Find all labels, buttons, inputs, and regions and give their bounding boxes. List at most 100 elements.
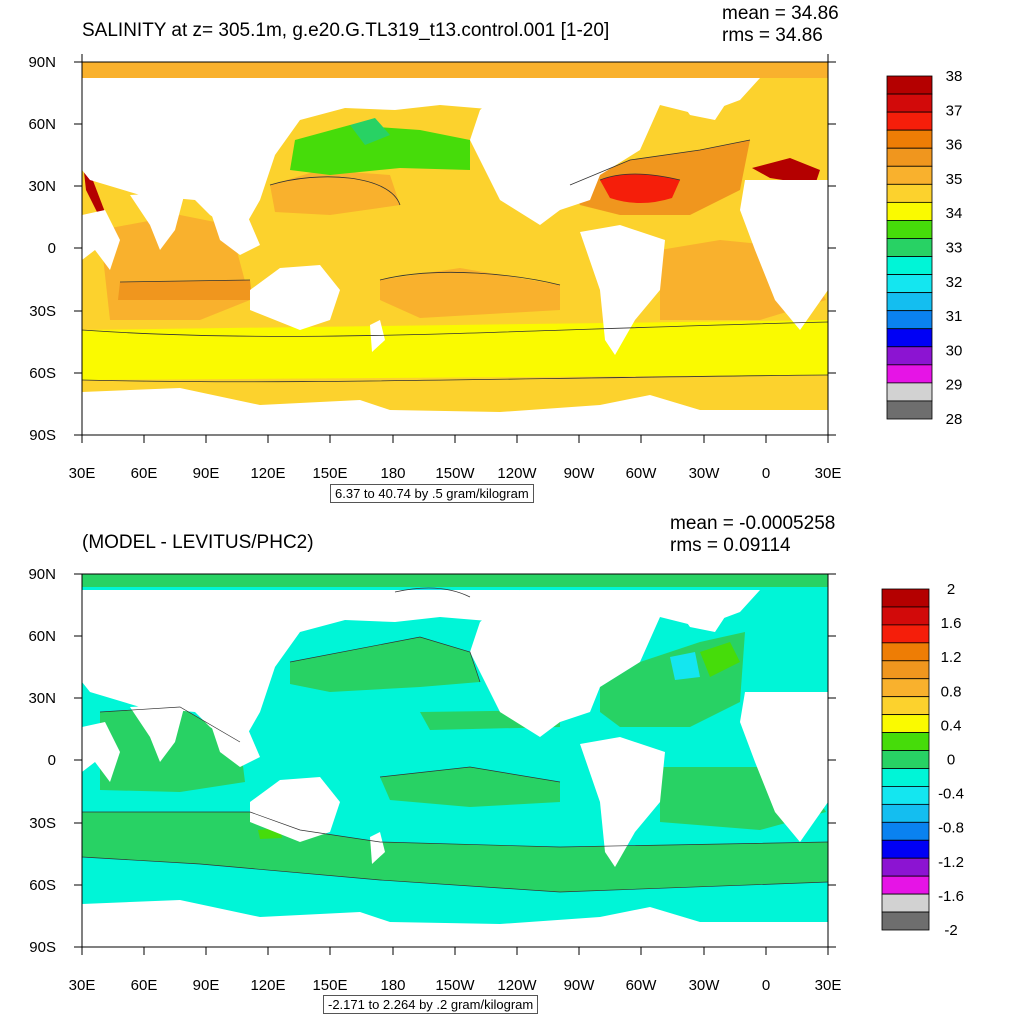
colorbar-swatch — [886, 147, 933, 167]
y-tick-label: 90N — [28, 54, 56, 71]
y-tick-label: 90N — [28, 566, 56, 583]
x-axis — [81, 947, 829, 955]
south-america — [580, 737, 665, 867]
mean-value: mean = -0.0005258 — [670, 513, 836, 534]
y-tick-label: 30S — [29, 815, 56, 832]
colorbar-swatch — [886, 346, 933, 366]
x-tick-label: 30E — [69, 977, 96, 994]
colorbar-label: 35 — [946, 171, 963, 188]
y-tick-label: 90S — [29, 427, 56, 444]
colorbar-swatch — [881, 732, 930, 751]
antarctica — [82, 900, 828, 947]
difference-map: 30E 60E 90E 120E 150E 180 150W 120W 90W … — [28, 566, 964, 994]
x-tick-label: 0 — [762, 465, 770, 482]
colorbar-label: -2 — [944, 922, 957, 939]
colorbar-swatch — [886, 274, 933, 294]
colorbar-label: 30 — [946, 342, 963, 359]
africa — [82, 722, 120, 782]
rms-value: rms = 34.86 — [722, 25, 823, 46]
colorbar-label: 1.6 — [941, 615, 962, 632]
x-tick-label: 150E — [312, 977, 347, 994]
colorbar-swatch — [881, 606, 930, 626]
colorbar-label: 0 — [947, 752, 955, 769]
new-zealand — [370, 320, 385, 352]
mediterranean-sea — [752, 158, 820, 185]
colorbar-swatch — [881, 624, 930, 644]
colorbar-swatch — [881, 750, 930, 769]
colorbar-label: 1.2 — [941, 649, 962, 666]
se-asia — [210, 210, 260, 255]
colorbar-swatch — [881, 821, 930, 841]
colorbar-swatch — [886, 310, 933, 330]
colorbar-label: 33 — [946, 240, 963, 257]
x-tick-label: 180 — [380, 977, 405, 994]
colorbar-swatch — [886, 238, 933, 257]
x-tick-label: 60W — [626, 977, 658, 994]
colorbar-swatch — [881, 803, 930, 823]
colorbar-swatch — [886, 201, 933, 221]
y-axis — [74, 573, 836, 948]
colorbar-swatch — [886, 256, 933, 275]
colorbar-swatch — [881, 893, 930, 913]
x-tick-label: 60E — [131, 977, 158, 994]
x-tick-label: 60E — [131, 465, 158, 482]
colorbar-swatch — [886, 328, 933, 348]
colorbar-swatch — [886, 111, 933, 131]
antarctica — [82, 388, 828, 435]
eurasia — [82, 590, 520, 747]
y-tick-label: 0 — [48, 240, 56, 257]
arctic-band — [82, 62, 828, 78]
colorbar-label: 32 — [946, 274, 963, 291]
new-zealand — [370, 832, 385, 864]
africa-east — [740, 692, 828, 842]
mean-value: mean = 34.86 — [722, 3, 839, 24]
colorbar-label: 28 — [946, 411, 963, 428]
contour-range-label: -2.171 to 2.264 by .2 gram/kilogram — [323, 995, 539, 1014]
panel-title: SALINITY at z= 305.1m, g.e20.G.TL319_t13… — [82, 20, 610, 41]
x-tick-label: 60W — [626, 465, 658, 482]
y-axis — [74, 61, 836, 436]
colorbar-label: -1.6 — [938, 888, 964, 905]
y-tick-label: 30N — [28, 178, 56, 195]
india — [130, 192, 185, 250]
contour-lines — [81, 139, 829, 383]
x-tick-label: 90E — [193, 465, 220, 482]
rms-value: rms = 0.09114 — [670, 535, 791, 556]
colorbar-swatch — [886, 220, 933, 239]
contour-lines — [81, 587, 829, 893]
colorbar-swatch — [881, 678, 930, 698]
australia — [250, 265, 340, 330]
africa — [82, 210, 120, 270]
colorbar-label: 0.4 — [941, 717, 962, 734]
north-pacific-fresh — [290, 125, 470, 175]
landmasses — [82, 590, 828, 947]
salinity-panel: SALINITY at z= 305.1m, g.e20.G.TL319_t13… — [28, 3, 963, 503]
colorbar-swatch — [881, 660, 930, 680]
y-tick-label: 60N — [28, 116, 56, 133]
y-tick-label: 90S — [29, 939, 56, 956]
panel-title: (MODEL - LEVITUS/PHC2) — [82, 532, 314, 553]
colorbar-swatch — [886, 382, 933, 402]
x-tick-label: 120E — [250, 465, 285, 482]
colorbar-label: 0.8 — [941, 683, 962, 700]
colorbar-swatch — [881, 588, 930, 608]
colorbar-swatch — [886, 93, 933, 113]
south-america — [580, 225, 665, 355]
x-tick-label: 120E — [250, 977, 285, 994]
colorbar-swatch — [881, 911, 930, 931]
colorbar: 38 37 36 35 34 33 32 31 30 29 28 — [886, 68, 963, 428]
colorbar-swatch — [881, 714, 930, 733]
x-tick-label: 150W — [435, 977, 475, 994]
eurasia — [82, 78, 520, 235]
colorbar-swatch — [881, 875, 930, 895]
salinity-map: 30E 60E 90E 120E 150E 180 150W 120W 90W … — [28, 54, 963, 482]
colorbar-label: 2 — [947, 581, 955, 598]
colorbar-swatch — [886, 129, 933, 149]
colorbar-label: 29 — [946, 377, 963, 394]
x-tick-label: 30E — [815, 465, 842, 482]
mediterranean-outflow — [600, 174, 680, 203]
x-tick-label: 150E — [312, 465, 347, 482]
y-tick-label: 0 — [48, 752, 56, 769]
se-asia — [210, 722, 260, 767]
colorbar-label: 34 — [946, 205, 963, 222]
